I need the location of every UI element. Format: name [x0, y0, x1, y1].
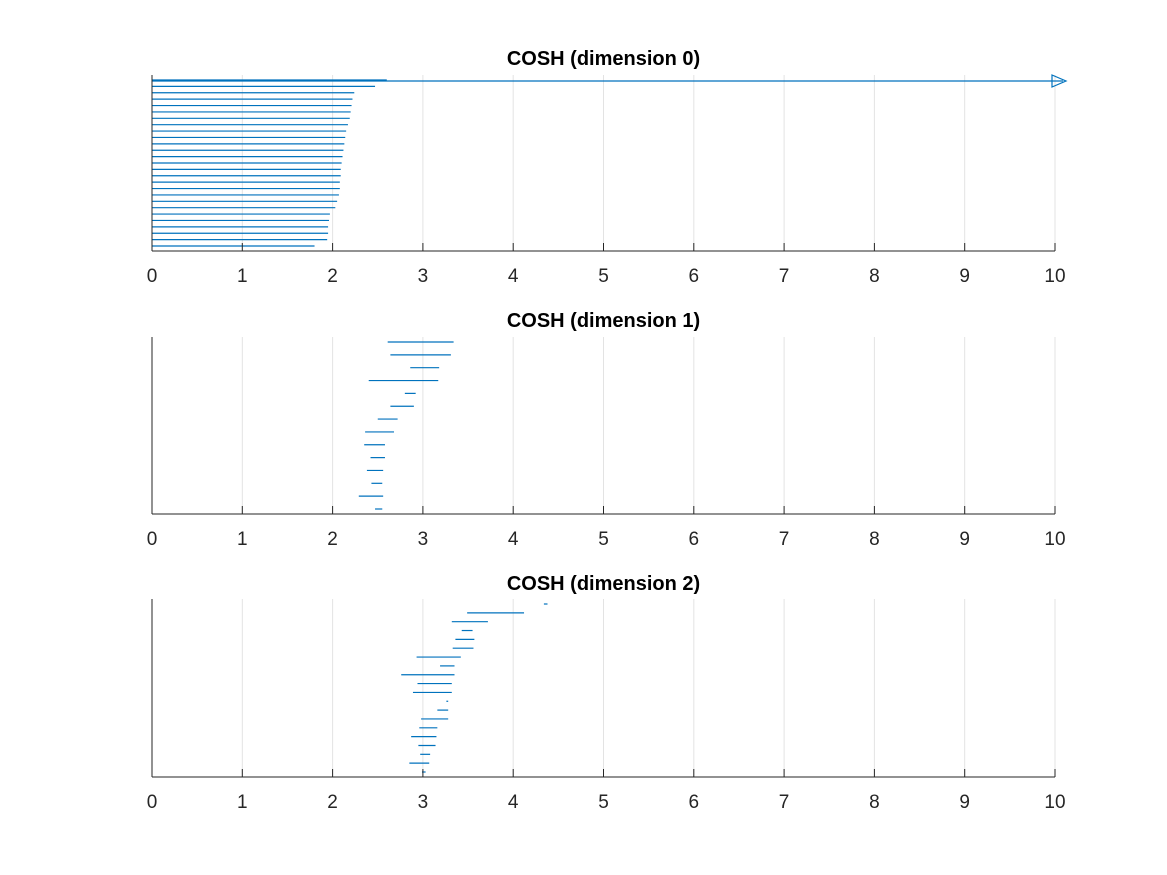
x-tick-label-10: 10	[1044, 266, 1065, 287]
x-tick-label-6: 6	[689, 529, 700, 550]
x-tick-label-3: 3	[418, 792, 429, 813]
x-tick-label-4: 4	[508, 792, 519, 813]
x-tick-label-0: 0	[147, 792, 158, 813]
chart-title: COSH (dimension 0)	[507, 48, 700, 70]
chart-panel-1: 0 1 2 3 4 5 6 7 8 9 10 COSH (dimension 1)	[147, 310, 1066, 550]
x-tick-label-4: 4	[508, 529, 519, 550]
x-tick-label-6: 6	[689, 266, 700, 287]
x-tick-label-1: 1	[237, 792, 248, 813]
x-tick-label-0: 0	[147, 529, 158, 550]
x-tick-label-2: 2	[327, 792, 338, 813]
x-tick-label-9: 9	[959, 792, 970, 813]
x-tick-label-10: 10	[1044, 529, 1065, 550]
x-tick-label-9: 9	[959, 529, 970, 550]
x-tick-label-0: 0	[147, 266, 158, 287]
x-tick-label-1: 1	[237, 529, 248, 550]
chart-title: COSH (dimension 1)	[507, 310, 700, 332]
x-tick-label-5: 5	[598, 529, 609, 550]
x-tick-label-8: 8	[869, 792, 880, 813]
x-tick-label-1: 1	[237, 266, 248, 287]
chart-title: COSH (dimension 2)	[507, 573, 700, 595]
chart-panel-2: 0 1 2 3 4 5 6 7 8 9 10 COSH (dimension 2)	[147, 573, 1066, 813]
x-tick-label-7: 7	[779, 266, 790, 287]
x-tick-label-8: 8	[869, 529, 880, 550]
x-tick-label-3: 3	[418, 266, 429, 287]
x-tick-label-5: 5	[598, 266, 609, 287]
x-tick-label-7: 7	[779, 792, 790, 813]
x-tick-label-5: 5	[598, 792, 609, 813]
x-tick-label-9: 9	[959, 266, 970, 287]
infinity-arrow-marker	[1051, 74, 1068, 88]
x-tick-label-6: 6	[689, 792, 700, 813]
x-tick-label-7: 7	[779, 529, 790, 550]
x-tick-label-2: 2	[327, 529, 338, 550]
x-tick-label-8: 8	[869, 266, 880, 287]
x-tick-label-10: 10	[1044, 792, 1065, 813]
x-tick-label-4: 4	[508, 266, 519, 287]
chart-panel-0: 0 1 2 3 4 5 6 7 8 9 10 COSH (dimension 0)	[147, 48, 1068, 287]
x-tick-label-3: 3	[418, 529, 429, 550]
x-tick-label-2: 2	[327, 266, 338, 287]
